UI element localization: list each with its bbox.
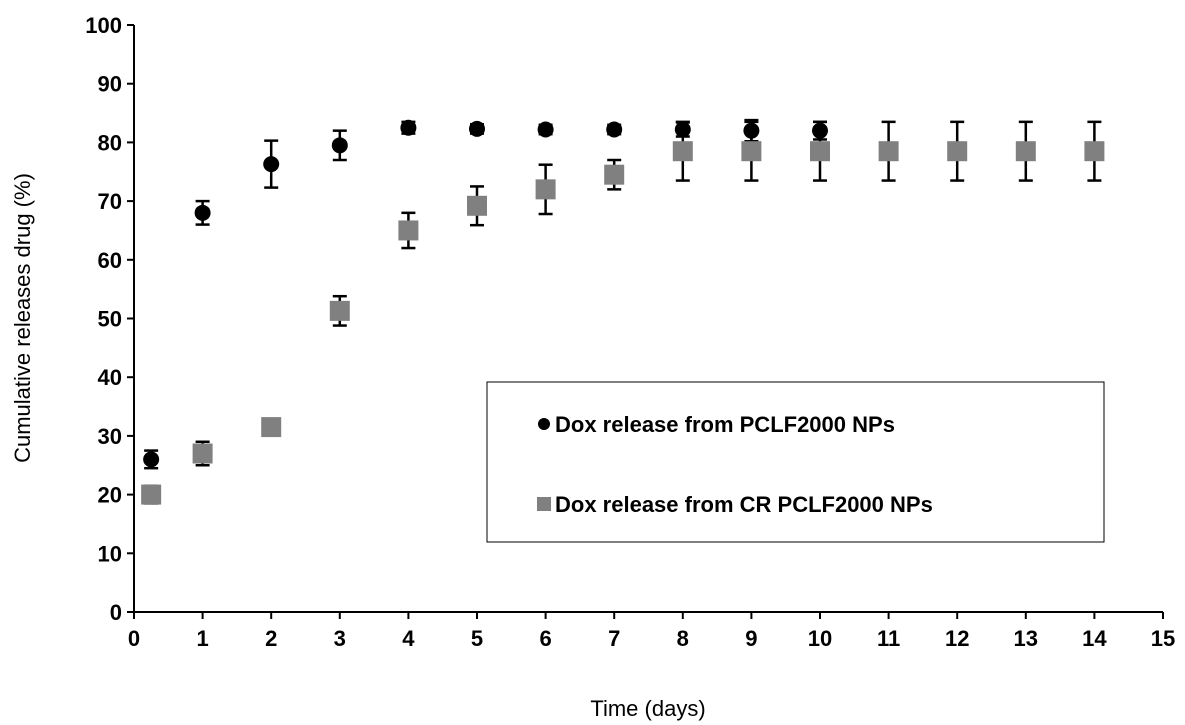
data-point — [261, 417, 282, 438]
data-point — [400, 119, 417, 136]
data-point — [141, 484, 162, 505]
y-tick-label: 80 — [98, 130, 122, 155]
data-point — [263, 156, 280, 173]
x-tick-label: 10 — [808, 626, 832, 651]
y-tick-label: 70 — [98, 189, 122, 214]
series-layer — [141, 118, 1105, 505]
data-point — [398, 220, 419, 241]
data-point — [469, 120, 485, 137]
legend-marker-series-1 — [538, 418, 550, 430]
x-tick-label: 6 — [539, 626, 551, 651]
y-tick-label: 10 — [98, 541, 122, 566]
x-tick-label: 8 — [677, 626, 689, 651]
data-point — [537, 121, 554, 138]
y-tick-label: 40 — [98, 365, 122, 390]
data-point — [194, 204, 211, 221]
x-tick-label: 7 — [608, 626, 620, 651]
x-tick-label: 4 — [402, 626, 415, 651]
legend-label-series-2: Dox release from CR PCLF2000 NPs — [555, 492, 933, 517]
data-point — [1084, 141, 1105, 162]
y-tick-label: 20 — [98, 483, 122, 508]
data-point — [192, 443, 213, 464]
data-point — [672, 141, 693, 162]
legend-box — [486, 381, 1105, 543]
x-tick-label: 9 — [745, 626, 757, 651]
y-tick-label: 100 — [85, 13, 122, 38]
x-tick-label: 15 — [1151, 626, 1175, 651]
x-tick-label: 2 — [265, 626, 277, 651]
data-point — [878, 141, 899, 162]
data-point — [604, 164, 625, 185]
legend-label-series-1: Dox release from PCLF2000 NPs — [555, 412, 895, 437]
x-tick-label: 11 — [877, 626, 900, 651]
y-tick-label: 90 — [98, 72, 122, 97]
y-tick-label: 50 — [98, 307, 122, 332]
legend-marker-series-2 — [537, 497, 551, 511]
y-axis-ticks: 0 10 20 30 40 50 60 70 80 90 100 — [85, 13, 134, 625]
data-point — [467, 195, 487, 216]
data-point — [329, 300, 350, 321]
x-tick-label: 13 — [1014, 626, 1038, 651]
y-tick-label: 30 — [98, 424, 122, 449]
data-point — [143, 451, 160, 468]
x-tick-label: 0 — [128, 626, 140, 651]
data-point — [741, 141, 762, 162]
x-tick-label: 1 — [196, 626, 208, 651]
x-tick-label: 14 — [1082, 626, 1107, 651]
series-2 — [141, 120, 1105, 505]
data-point — [535, 179, 556, 200]
series-1 — [143, 118, 828, 470]
legend: Dox release from PCLF2000 NPs Dox releas… — [486, 381, 1105, 543]
x-tick-label: 5 — [471, 626, 483, 651]
x-tick-label: 3 — [334, 626, 346, 651]
y-tick-label: 60 — [98, 248, 122, 273]
x-axis-title: Time (days) — [590, 696, 705, 721]
data-point — [810, 141, 830, 162]
y-tick-label: 0 — [110, 600, 122, 625]
data-point — [947, 141, 968, 162]
data-point — [331, 137, 348, 154]
data-point — [606, 121, 623, 138]
y-axis-title: Cumulative releases drug (%) — [10, 173, 35, 463]
x-axis-ticks: 0 1 2 3 4 5 6 7 8 9 10 11 12 13 14 15 — [128, 612, 1175, 651]
x-tick-label: 12 — [945, 626, 969, 651]
data-point — [1015, 141, 1036, 162]
